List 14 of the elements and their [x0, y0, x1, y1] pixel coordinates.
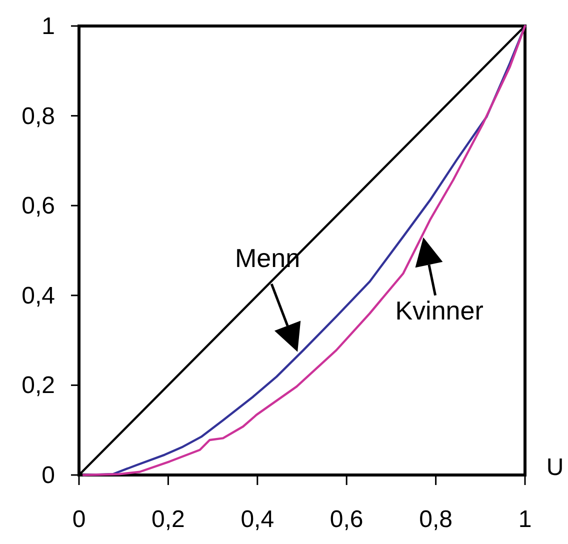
- series-label: Kvinner: [395, 295, 484, 326]
- y-tick-label: 0,4: [22, 282, 55, 310]
- y-tick-label: 0,8: [22, 102, 55, 130]
- x-tick-label: 1: [518, 506, 532, 533]
- y-tick-label: 0,2: [22, 372, 55, 400]
- y-tick-label: 1: [42, 13, 55, 40]
- x-tick-label: 0,2: [152, 506, 185, 533]
- x-tick-label: 0,8: [419, 506, 452, 533]
- x-axis-title: U: [546, 454, 564, 481]
- x-tick-label: 0: [72, 506, 86, 533]
- x-tick-label: 0,4: [240, 506, 274, 533]
- y-tick-label: 0: [42, 462, 55, 489]
- y-tick-label: 0,6: [22, 192, 55, 220]
- x-tick-label: 0,6: [330, 506, 364, 533]
